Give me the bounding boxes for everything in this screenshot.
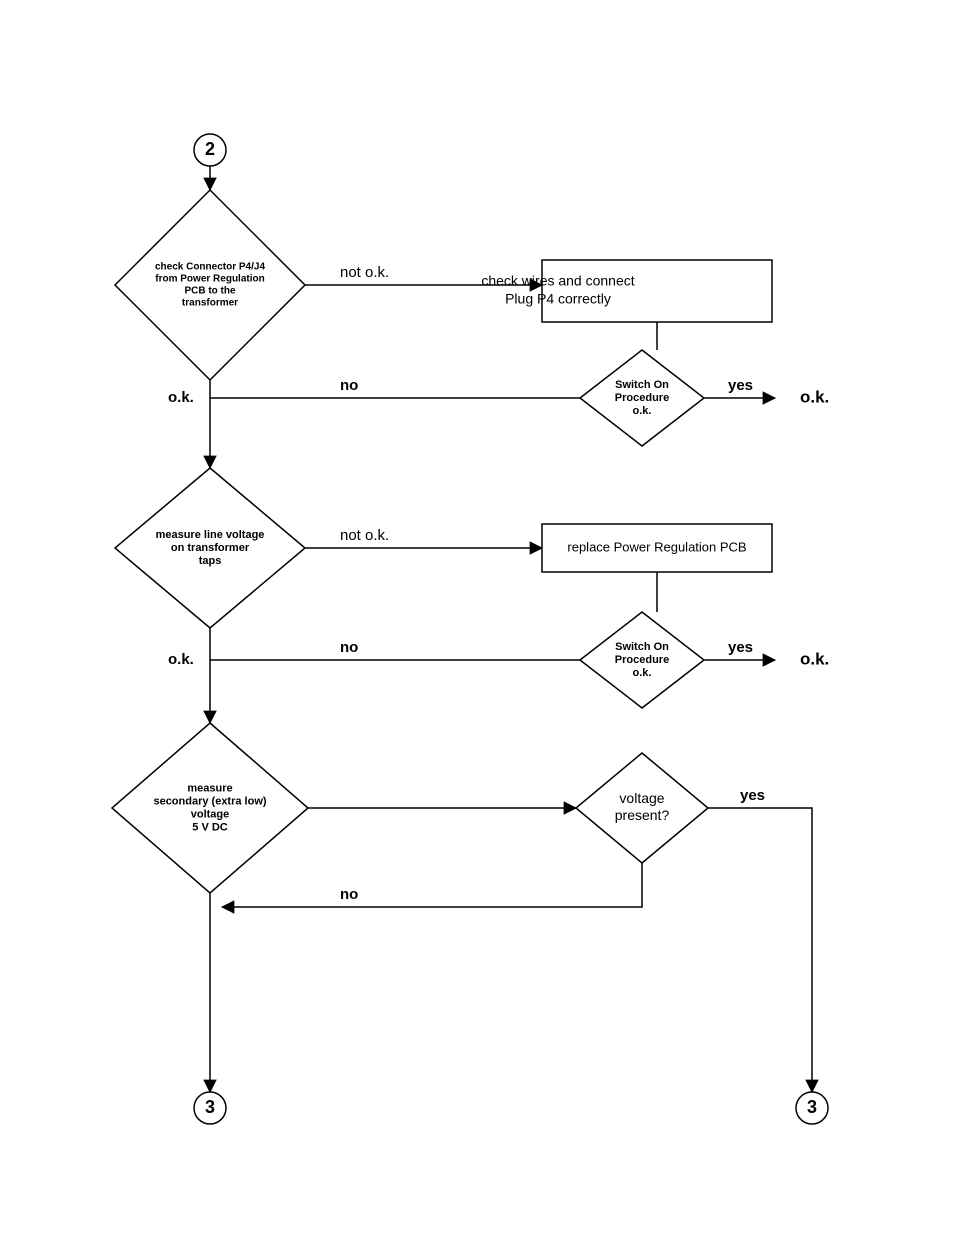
flowchart-canvas: not o.k.o.k.yesnonot o.k.o.k.yesnonoyes2… xyxy=(0,0,954,1235)
edge-label-14: yes xyxy=(740,787,765,804)
node-d_p4j4-line-2: PCB to the xyxy=(184,286,236,297)
node-d_meas5v-line-2: voltage xyxy=(191,808,230,820)
node-d_meas5v: measuresecondary (extra low)voltage5 V D… xyxy=(112,723,308,893)
node-d_switch1-line-0: Switch On xyxy=(615,379,669,391)
node-d_p4j4-line-1: from Power Regulation xyxy=(155,274,264,285)
edge-label-2: o.k. xyxy=(168,389,194,406)
node-start2: 2 xyxy=(194,134,226,166)
node-d_voltpresent-line-0: voltage xyxy=(619,790,664,806)
node-d_meas5v-line-0: measure xyxy=(187,782,232,794)
free-label-0: o.k. xyxy=(800,387,829,406)
edge-label-6: not o.k. xyxy=(340,527,389,544)
node-d_p4j4: check Connector P4/J4from Power Regulati… xyxy=(115,190,305,380)
node-r_replace-line-0: replace Power Regulation PCB xyxy=(567,539,746,554)
node-d_p4j4-line-0: check Connector P4/J4 xyxy=(155,262,265,273)
edge-label-10: no xyxy=(340,639,358,656)
node-d_switch2: Switch OnProcedureo.k. xyxy=(580,612,704,708)
node-r_checkwires-line-1: Plug P4 correctly xyxy=(505,291,611,307)
edge-label-9: yes xyxy=(728,639,753,656)
nodes-layer: 2 check Connector P4/J4from Power Regulat… xyxy=(112,134,828,1124)
node-d_measline: measure line voltageon transformertaps xyxy=(115,468,305,628)
node-d_p4j4-line-3: transformer xyxy=(182,298,238,309)
node-d_switch2-line-0: Switch On xyxy=(615,641,669,653)
node-r_checkwires-line-0: check wires and connect xyxy=(481,273,634,289)
node-d_measline-line-0: measure line voltage xyxy=(156,529,265,541)
node-d_meas5v-line-3: 5 V DC xyxy=(192,821,228,833)
node-d_switch1-line-1: Procedure xyxy=(615,392,669,404)
node-d_voltpresent-line-1: present? xyxy=(615,807,670,823)
edge-label-12: no xyxy=(340,886,358,903)
node-r_checkwires: check wires and connect Plug P4 correctly xyxy=(481,260,772,322)
node-start2-line-0: 2 xyxy=(205,139,215,159)
node-d_measline-line-1: on transformer xyxy=(171,542,250,554)
edge-label-5: no xyxy=(340,377,358,394)
node-d_switch1-line-2: o.k. xyxy=(633,405,652,417)
node-d_voltpresent: voltagepresent? xyxy=(576,753,708,863)
node-d_switch2-line-2: o.k. xyxy=(633,667,652,679)
node-end3a: 3 xyxy=(194,1092,226,1124)
node-end3a-line-0: 3 xyxy=(205,1097,215,1117)
edge-label-1: not o.k. xyxy=(340,264,389,281)
edge-label-7: o.k. xyxy=(168,651,194,668)
node-d_switch2-line-1: Procedure xyxy=(615,654,669,666)
node-d_measline-line-2: taps xyxy=(199,555,222,567)
node-d_switch1: Switch OnProcedureo.k. xyxy=(580,350,704,446)
node-end3b: 3 xyxy=(796,1092,828,1124)
edge-12 xyxy=(222,863,642,907)
edge-14 xyxy=(708,808,812,1092)
node-end3b-line-0: 3 xyxy=(807,1097,817,1117)
node-r_replace: replace Power Regulation PCB xyxy=(542,524,772,572)
node-d_meas5v-line-1: secondary (extra low) xyxy=(153,795,266,807)
free-label-1: o.k. xyxy=(800,649,829,668)
edge-label-4: yes xyxy=(728,377,753,394)
